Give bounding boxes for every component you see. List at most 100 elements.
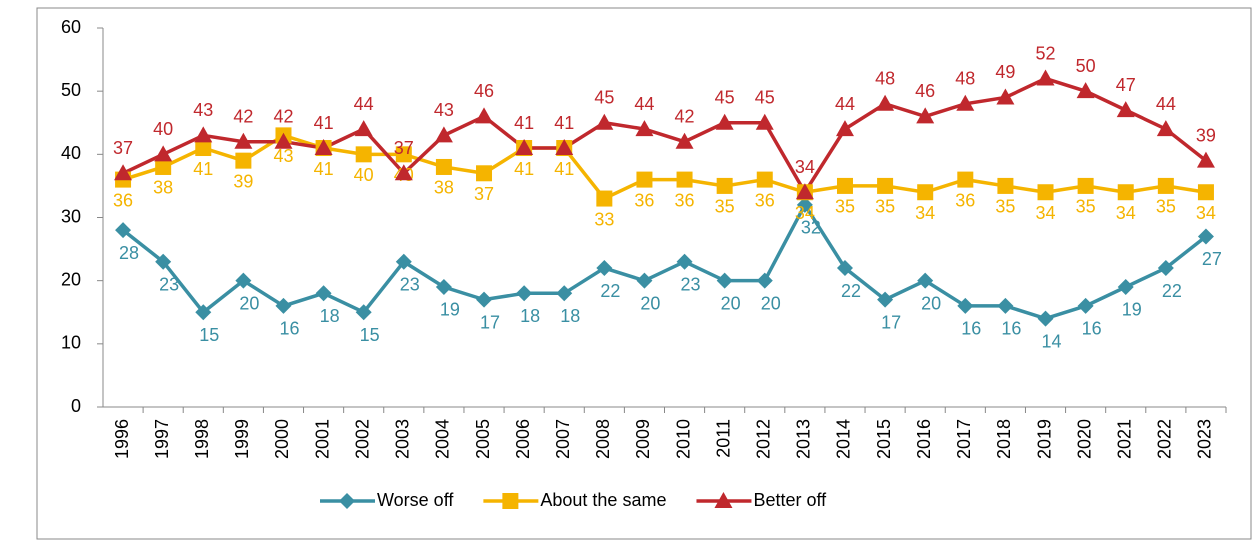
- data-point: [354, 120, 373, 137]
- x-tick-label: 2020: [1074, 419, 1094, 459]
- data-point: [636, 272, 653, 289]
- data-label: 34: [795, 203, 815, 223]
- data-label: 16: [961, 319, 981, 339]
- data-label: 15: [199, 325, 219, 345]
- legend-label: Worse off: [377, 490, 454, 510]
- data-label: 38: [434, 178, 454, 198]
- chart-frame: [36, 7, 1252, 540]
- data-label: 39: [1196, 125, 1216, 145]
- data-label: 50: [1076, 56, 1096, 76]
- data-point: [394, 164, 413, 181]
- data-point: [755, 113, 774, 130]
- data-label: 35: [1076, 197, 1096, 217]
- data-label: 37: [113, 138, 133, 158]
- data-point: [555, 139, 574, 156]
- data-label: 16: [1001, 319, 1021, 339]
- x-tick-label: 2014: [834, 419, 854, 459]
- data-point: [195, 304, 212, 321]
- data-label: 36: [675, 190, 695, 210]
- data-point: [1077, 297, 1094, 314]
- x-tick-label: 2018: [994, 419, 1014, 459]
- data-point: [917, 184, 934, 201]
- data-label: 45: [594, 88, 614, 108]
- data-label: 34: [795, 157, 815, 177]
- data-point: [1036, 69, 1055, 86]
- data-label: 19: [440, 300, 460, 320]
- x-tick-label: 2009: [633, 419, 653, 459]
- data-label: 44: [354, 94, 374, 114]
- data-label: 17: [480, 312, 500, 332]
- x-tick-label: 2013: [794, 419, 814, 459]
- data-point: [556, 285, 573, 302]
- data-label: 44: [634, 94, 654, 114]
- data-point: [1037, 310, 1054, 327]
- data-point: [476, 291, 493, 308]
- data-label: 20: [721, 293, 741, 313]
- data-label: 35: [715, 197, 735, 217]
- data-label: 43: [193, 100, 213, 120]
- y-tick-label: 40: [61, 143, 81, 163]
- y-tick-label: 10: [61, 333, 81, 353]
- data-point: [636, 171, 653, 188]
- data-point: [515, 139, 534, 156]
- data-label: 43: [434, 100, 454, 120]
- y-tick-label: 20: [61, 269, 81, 289]
- data-point: [475, 107, 494, 124]
- data-point: [877, 177, 894, 194]
- x-tick-label: 2001: [312, 419, 332, 459]
- data-point: [957, 297, 974, 314]
- data-label: 48: [955, 69, 975, 89]
- x-tick-label: 2003: [393, 419, 413, 459]
- data-label: 35: [835, 197, 855, 217]
- data-point: [154, 145, 173, 162]
- x-tick-label: 2011: [713, 419, 733, 458]
- data-label: 37: [474, 184, 494, 204]
- data-label: 35: [1156, 197, 1176, 217]
- data-point: [476, 165, 493, 182]
- data-label: 23: [400, 274, 420, 294]
- data-label: 40: [354, 165, 374, 185]
- data-point: [1157, 177, 1174, 194]
- data-point: [114, 164, 133, 181]
- data-label: 18: [320, 306, 340, 326]
- data-label: 34: [1036, 203, 1056, 223]
- y-tick-label: 50: [61, 80, 81, 100]
- legend-marker: [714, 492, 733, 508]
- data-point: [235, 152, 252, 169]
- data-point: [155, 158, 172, 175]
- data-label: 20: [761, 293, 781, 313]
- data-point: [836, 260, 853, 277]
- x-tick-label: 2015: [874, 419, 894, 459]
- legend-label: About the same: [540, 490, 666, 510]
- x-tick-label: 2008: [593, 419, 613, 459]
- data-point: [675, 132, 694, 149]
- x-tick-label: 2004: [433, 419, 453, 459]
- data-label: 37: [394, 138, 414, 158]
- data-label: 34: [915, 203, 935, 223]
- data-label: 48: [875, 69, 895, 89]
- data-label: 39: [233, 171, 253, 191]
- data-point: [355, 146, 372, 163]
- data-label: 34: [1196, 203, 1216, 223]
- series-line: [122, 76, 1208, 196]
- data-label: 42: [273, 106, 293, 126]
- data-point: [115, 222, 132, 239]
- data-label: 22: [841, 281, 861, 301]
- data-label: 18: [560, 306, 580, 326]
- data-label: 41: [514, 113, 534, 133]
- data-point: [997, 297, 1014, 314]
- data-label: 22: [600, 281, 620, 301]
- data-point: [996, 88, 1015, 105]
- data-point: [314, 139, 333, 156]
- data-point: [756, 171, 773, 188]
- series-line: [122, 133, 1207, 201]
- data-label: 20: [239, 293, 259, 313]
- x-tick-label: 2021: [1114, 419, 1134, 459]
- data-point: [1196, 151, 1215, 168]
- data-point: [917, 272, 934, 289]
- x-tick-label: 2002: [352, 419, 372, 459]
- data-point: [234, 132, 253, 149]
- series-line: [121, 201, 1208, 321]
